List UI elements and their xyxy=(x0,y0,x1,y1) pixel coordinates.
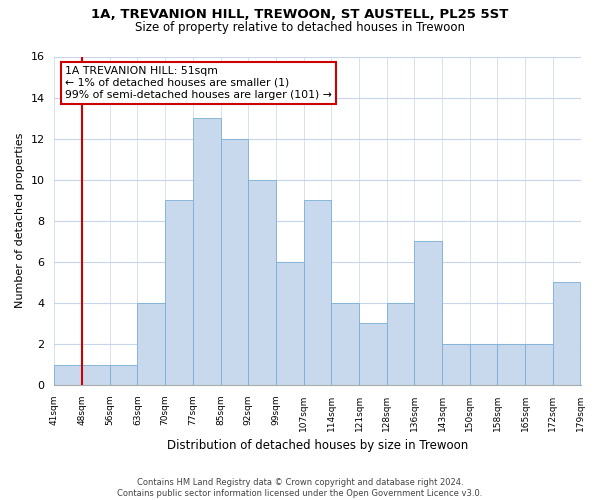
Bar xyxy=(359,324,386,385)
Bar xyxy=(304,200,331,385)
Bar xyxy=(110,364,137,385)
Bar xyxy=(55,364,82,385)
Bar xyxy=(497,344,525,385)
Bar xyxy=(553,282,580,385)
Bar xyxy=(165,200,193,385)
Bar xyxy=(82,364,110,385)
Bar xyxy=(442,344,470,385)
Bar xyxy=(276,262,304,385)
Bar xyxy=(193,118,221,385)
X-axis label: Distribution of detached houses by size in Trewoon: Distribution of detached houses by size … xyxy=(167,440,468,452)
Text: Contains HM Land Registry data © Crown copyright and database right 2024.
Contai: Contains HM Land Registry data © Crown c… xyxy=(118,478,482,498)
Y-axis label: Number of detached properties: Number of detached properties xyxy=(15,133,25,308)
Bar xyxy=(386,303,415,385)
Bar xyxy=(525,344,553,385)
Bar xyxy=(415,242,442,385)
Bar xyxy=(248,180,276,385)
Bar xyxy=(137,303,165,385)
Bar xyxy=(331,303,359,385)
Text: 1A TREVANION HILL: 51sqm
← 1% of detached houses are smaller (1)
99% of semi-det: 1A TREVANION HILL: 51sqm ← 1% of detache… xyxy=(65,66,332,100)
Bar xyxy=(221,138,248,385)
Text: Size of property relative to detached houses in Trewoon: Size of property relative to detached ho… xyxy=(135,21,465,34)
Text: 1A, TREVANION HILL, TREWOON, ST AUSTELL, PL25 5ST: 1A, TREVANION HILL, TREWOON, ST AUSTELL,… xyxy=(91,8,509,20)
Bar xyxy=(470,344,497,385)
